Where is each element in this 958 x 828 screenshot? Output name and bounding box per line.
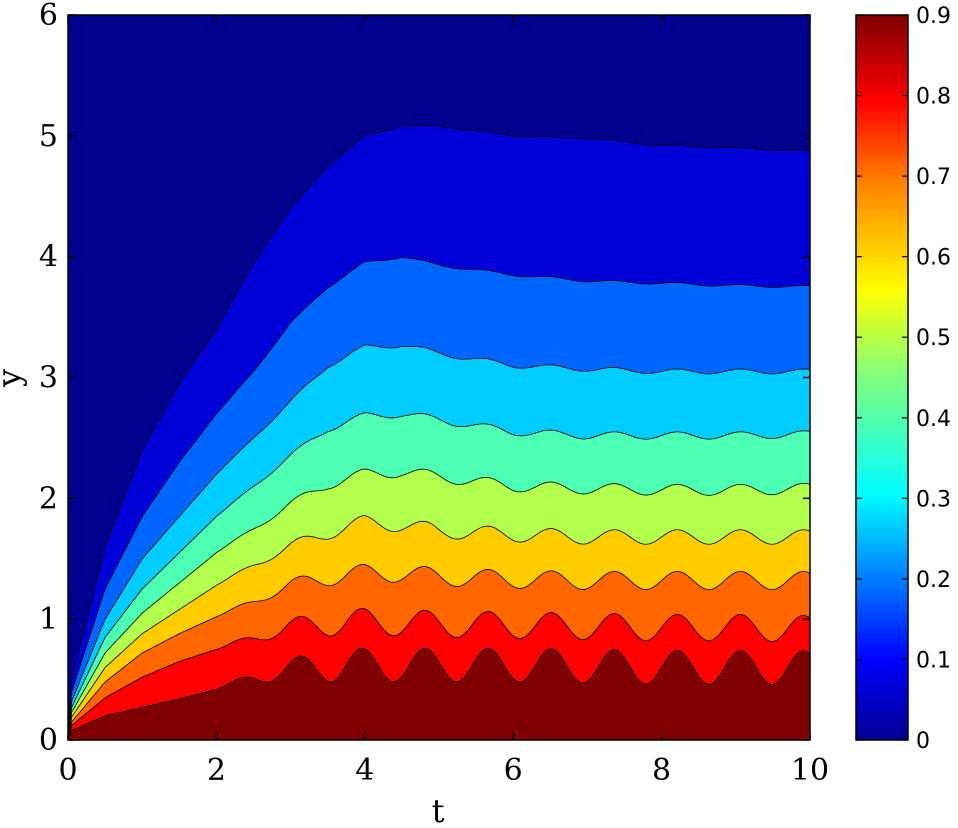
x-axis-label: t (432, 792, 445, 828)
x-tick-label: 4 (355, 753, 374, 788)
colorbar-tick-label: 0.4 (916, 407, 951, 432)
colorbar-tick-label: 0.7 (916, 165, 951, 190)
x-tick-label: 6 (504, 753, 523, 788)
colorbar-tick-label: 0.8 (916, 85, 951, 110)
y-tick-label: 3 (39, 361, 58, 396)
x-tick-label: 8 (652, 753, 671, 788)
colorbar-tick-label: 0.1 (916, 648, 951, 673)
y-tick-label: 2 (39, 481, 58, 516)
colorbar-tick-label: 0.5 (916, 326, 951, 351)
colorbar-tick-label: 0.2 (916, 568, 951, 593)
x-axis-ticks: 0 2 4 6 8 10 (58, 15, 829, 788)
colorbar-ticks: 0 0.1 0.2 0.3 0.4 0.5 0.6 0.7 0.8 0.9 (856, 4, 951, 754)
y-axis-ticks: 0 1 2 3 4 5 6 (39, 0, 810, 758)
x-tick-label: 2 (207, 753, 226, 788)
y-tick-label: 5 (39, 119, 58, 154)
colorbar-tick-label: 0.9 (916, 4, 951, 29)
colorbar-tick-label: 0.6 (916, 246, 951, 271)
contour-bands (68, 125, 810, 740)
x-tick-label: 0 (58, 753, 77, 788)
y-tick-label: 1 (39, 602, 58, 637)
y-axis-label: y (0, 369, 28, 388)
y-tick-label: 0 (39, 723, 58, 758)
contour-band-0.85 (68, 647, 810, 740)
colorbar (855, 14, 909, 741)
y-tick-label: 4 (39, 240, 58, 275)
x-tick-label: 10 (791, 753, 829, 788)
colorbar-tick-label: 0.3 (916, 487, 951, 512)
y-tick-label: 6 (39, 0, 58, 33)
colorbar-tick-label: 0 (916, 729, 930, 754)
